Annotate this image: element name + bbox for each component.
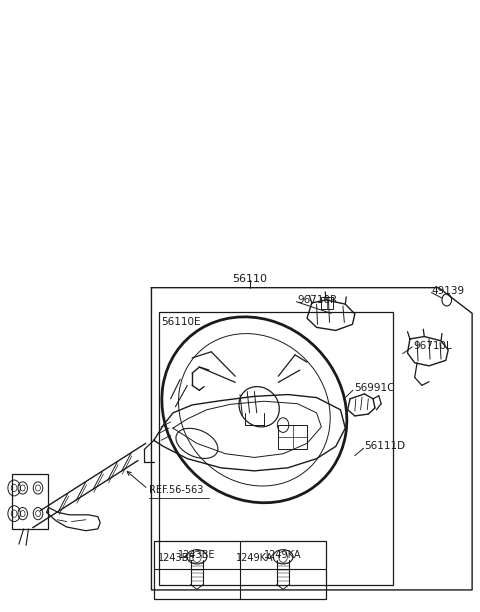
Bar	[158, 312, 393, 585]
Text: 96710R: 96710R	[298, 295, 337, 305]
Text: 56111D: 56111D	[364, 441, 406, 452]
Text: REF.56-563: REF.56-563	[149, 485, 204, 495]
Bar	[154, 541, 326, 599]
Text: 1243BE: 1243BE	[178, 550, 216, 560]
Text: 1249KA: 1249KA	[236, 553, 273, 563]
Text: 56991C: 56991C	[354, 384, 395, 394]
Text: 49139: 49139	[432, 286, 465, 296]
Text: 96710L: 96710L	[413, 341, 452, 351]
Text: 1249KA: 1249KA	[264, 550, 302, 560]
Text: 56110: 56110	[232, 274, 267, 283]
Bar	[12, 474, 48, 529]
Bar	[278, 425, 307, 449]
Bar	[322, 297, 333, 309]
Text: 56110E: 56110E	[161, 318, 201, 327]
Text: 1243BE: 1243BE	[158, 553, 195, 563]
